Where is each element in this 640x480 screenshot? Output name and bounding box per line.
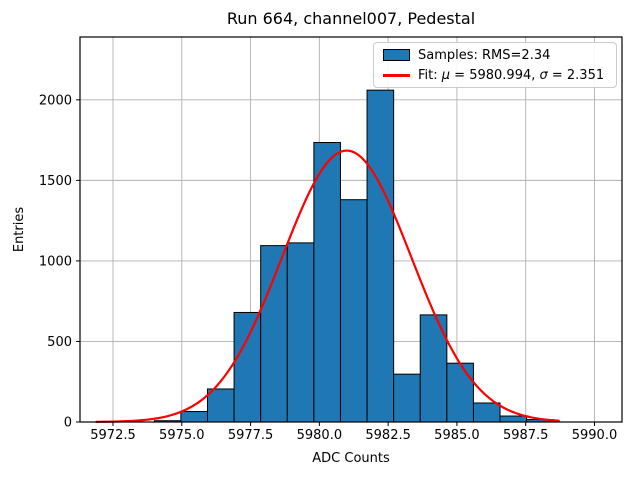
fit-curve bbox=[95, 149, 560, 423]
legend-fit-label: Fit: μ = 5980.994, σ = 2.351 bbox=[418, 68, 604, 83]
histogram-bar bbox=[339, 199, 368, 423]
legend-fit-mu-value: = 5980.994, bbox=[450, 67, 540, 83]
legend-samples-label: Samples: RMS=2.34 bbox=[418, 47, 551, 63]
histogram-bar bbox=[260, 245, 288, 423]
chart-title: Run 664, channel007, Pedestal bbox=[226, 9, 476, 28]
legend-fit-prefix: Fit: bbox=[418, 67, 442, 83]
y-axis-label-text: Entries bbox=[12, 206, 28, 252]
x-tick-label: 5987.5 bbox=[503, 428, 549, 443]
y-tick-label: 0 bbox=[64, 416, 72, 431]
fit-line-icon bbox=[383, 73, 410, 77]
x-axis-label: ADC Counts bbox=[312, 451, 390, 466]
y-tick-label: 2000 bbox=[39, 93, 72, 108]
axes-border bbox=[79, 36, 623, 423]
legend-fit-sigma-symbol: σ bbox=[539, 67, 548, 83]
legend: Samples: RMS=2.34 Fit: μ = 5980.994, σ =… bbox=[373, 42, 617, 88]
x-tick-label: 5985.0 bbox=[434, 428, 480, 443]
histogram-bar bbox=[286, 242, 315, 423]
y-tick-label: 1000 bbox=[39, 254, 72, 269]
histogram-swatch-icon bbox=[383, 49, 410, 61]
histogram-bar bbox=[366, 89, 395, 423]
x-tick-label: 5977.5 bbox=[228, 428, 274, 443]
histogram-bar bbox=[499, 415, 528, 423]
legend-fit-sigma-value: = 2.351 bbox=[547, 67, 605, 83]
histogram-bar bbox=[472, 402, 501, 423]
histogram-bar bbox=[206, 388, 235, 423]
y-tick-label: 1500 bbox=[39, 174, 72, 189]
histogram-bar bbox=[233, 311, 262, 423]
x-tick-label: 5990.0 bbox=[572, 428, 618, 443]
legend-fit-mu-symbol: μ bbox=[441, 67, 451, 83]
x-tick-label: 5975.0 bbox=[159, 428, 205, 443]
legend-entry-fit: Fit: μ = 5980.994, σ = 2.351 bbox=[383, 68, 607, 83]
histogram-bar bbox=[313, 142, 341, 423]
histogram-bar bbox=[393, 373, 421, 423]
histogram-bar bbox=[446, 362, 474, 423]
y-tick-label: 500 bbox=[47, 335, 72, 350]
histogram-bar bbox=[180, 411, 208, 423]
x-tick-label: 5972.5 bbox=[90, 428, 136, 443]
x-tick-label: 5982.5 bbox=[365, 428, 411, 443]
legend-entry-samples: Samples: RMS=2.34 bbox=[383, 48, 607, 63]
x-tick-label: 5980.0 bbox=[297, 428, 343, 443]
